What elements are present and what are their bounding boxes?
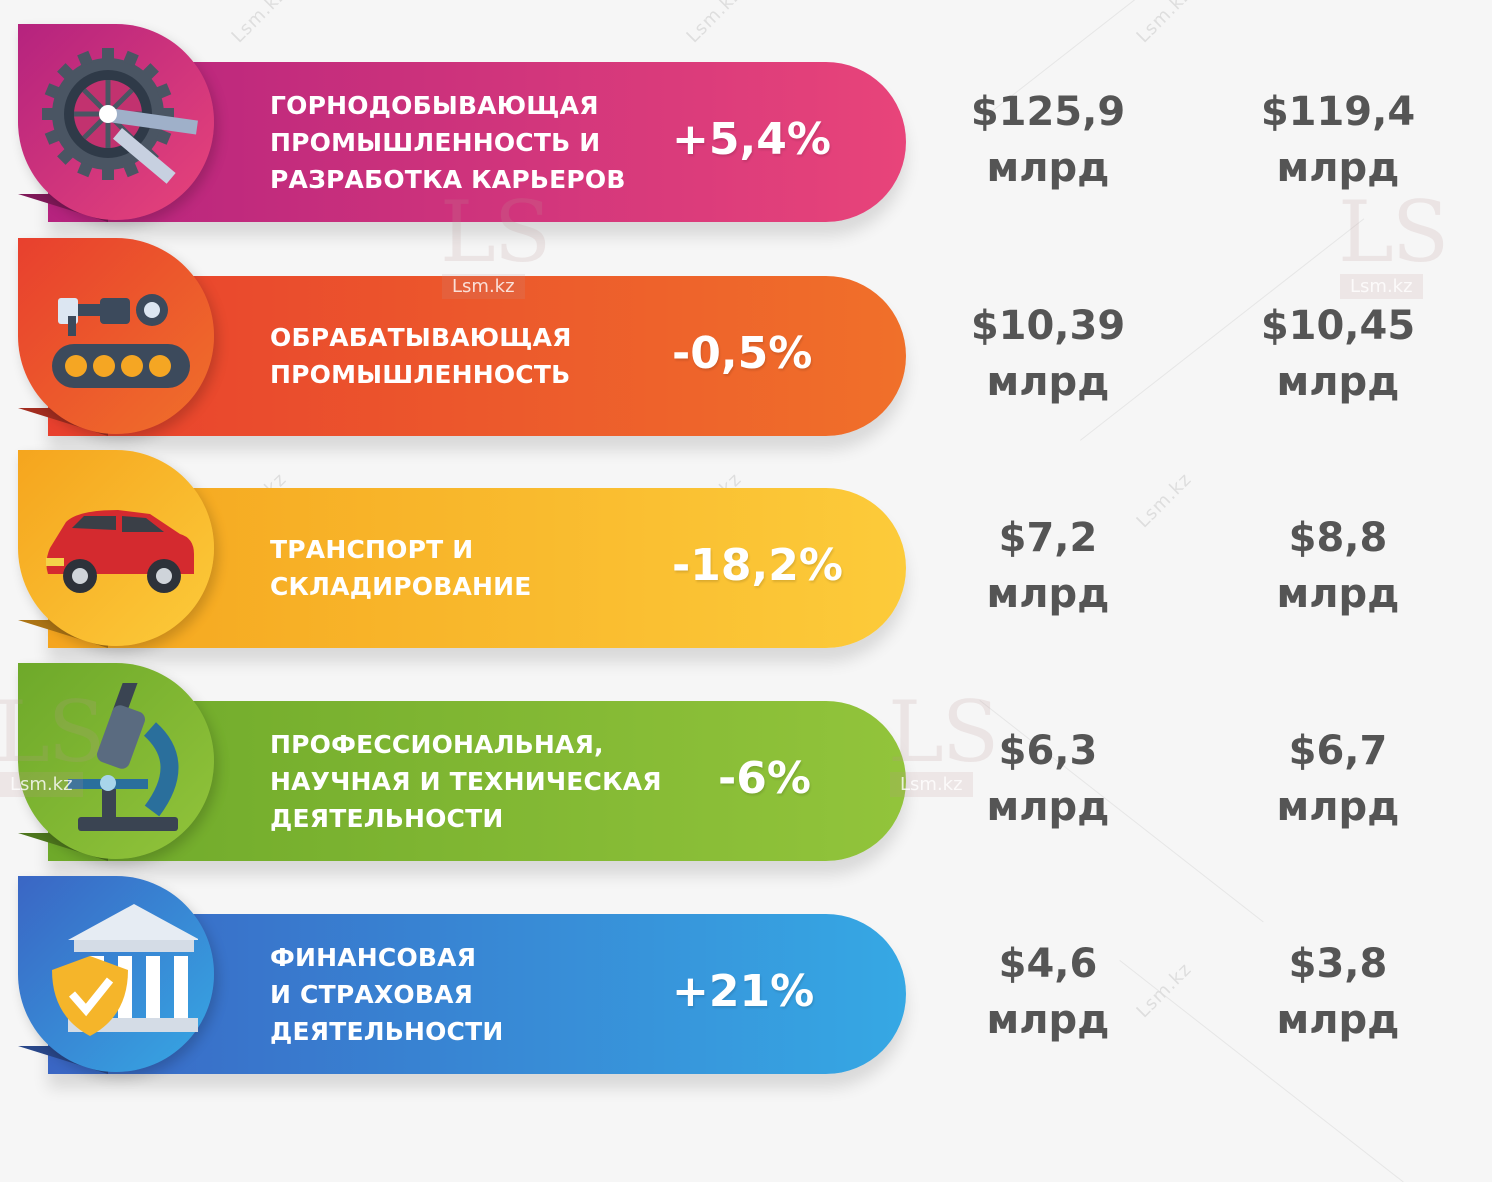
value-column-1: $7,2 млрд xyxy=(928,510,1168,622)
value-column-2: $119,4 млрд xyxy=(1218,84,1458,196)
value-column-1: $6,3 млрд xyxy=(928,723,1168,835)
amount: $6,7 xyxy=(1288,728,1388,774)
car-icon xyxy=(38,470,198,630)
value-column-1: $4,6 млрд xyxy=(928,936,1168,1048)
industry-row: ФИНАНСОВАЯ И СТРАХОВАЯ ДЕЯТЕЛЬНОСТИ +21% xyxy=(18,876,906,1096)
industry-label: ОБРАБАТЫВАЮЩАЯ ПРОМЫШЛЕННОСТЬ xyxy=(270,323,572,389)
icon-badge xyxy=(18,663,214,859)
amount: $10,45 xyxy=(1260,303,1416,349)
conveyor-robot-arm-icon xyxy=(38,258,198,418)
amount: $4,6 xyxy=(998,941,1098,987)
amount: $7,2 xyxy=(998,515,1098,561)
amount: $8,8 xyxy=(1288,515,1388,561)
value-column-2: $8,8 млрд xyxy=(1218,510,1458,622)
amount-unit: млрд xyxy=(986,359,1110,405)
amount-unit: млрд xyxy=(986,997,1110,1043)
amount: $6,3 xyxy=(998,728,1098,774)
microscope-icon xyxy=(38,675,198,843)
icon-badge xyxy=(18,24,214,220)
change-percent: +5,4% xyxy=(672,114,831,165)
industry-label: ПРОФЕССИОНАЛЬНАЯ, НАУЧНАЯ И ТЕХНИЧЕСКАЯ … xyxy=(270,729,662,833)
change-percent: -0,5% xyxy=(672,328,813,379)
bucket-wheel-excavator-icon xyxy=(38,44,198,204)
amount-unit: млрд xyxy=(986,571,1110,617)
industry-row: ГОРНОДОБЫВАЮЩАЯ ПРОМЫШЛЕННОСТЬ И РАЗРАБО… xyxy=(18,24,906,244)
change-percent: -6% xyxy=(718,753,811,804)
value-column-2: $10,45 млрд xyxy=(1218,298,1458,410)
value-column-1: $125,9 млрд xyxy=(928,84,1168,196)
change-percent: +21% xyxy=(672,966,815,1017)
amount-unit: млрд xyxy=(1276,784,1400,830)
amount-unit: млрд xyxy=(1276,571,1400,617)
value-column-2: $6,7 млрд xyxy=(1218,723,1458,835)
amount-unit: млрд xyxy=(1276,359,1400,405)
amount-unit: млрд xyxy=(1276,145,1400,191)
industry-row: ПРОФЕССИОНАЛЬНАЯ, НАУЧНАЯ И ТЕХНИЧЕСКАЯ … xyxy=(18,663,906,883)
watermark-text: Lsm.kz xyxy=(1132,0,1196,48)
amount-unit: млрд xyxy=(986,145,1110,191)
industry-row: ТРАНСПОРТ И СКЛАДИРОВАНИЕ -18,2% xyxy=(18,450,906,670)
amount: $3,8 xyxy=(1288,941,1388,987)
industry-label: ТРАНСПОРТ И СКЛАДИРОВАНИЕ xyxy=(270,535,532,601)
value-column-2: $3,8 млрд xyxy=(1218,936,1458,1048)
amount: $125,9 xyxy=(970,89,1126,135)
industry-label: ФИНАНСОВАЯ И СТРАХОВАЯ ДЕЯТЕЛЬНОСТИ xyxy=(270,942,504,1046)
icon-badge xyxy=(18,450,214,646)
amount: $10,39 xyxy=(970,303,1126,349)
icon-badge xyxy=(18,238,214,434)
bank-shield-icon xyxy=(38,896,200,1056)
change-percent: -18,2% xyxy=(672,540,843,591)
amount: $119,4 xyxy=(1260,89,1416,135)
amount-unit: млрд xyxy=(1276,997,1400,1043)
amount-unit: млрд xyxy=(986,784,1110,830)
industry-label: ГОРНОДОБЫВАЮЩАЯ ПРОМЫШЛЕННОСТЬ И РАЗРАБО… xyxy=(270,90,626,194)
value-column-1: $10,39 млрд xyxy=(928,298,1168,410)
industry-row: ОБРАБАТЫВАЮЩАЯ ПРОМЫШЛЕННОСТЬ -0,5% xyxy=(18,238,906,458)
icon-badge xyxy=(18,876,214,1072)
